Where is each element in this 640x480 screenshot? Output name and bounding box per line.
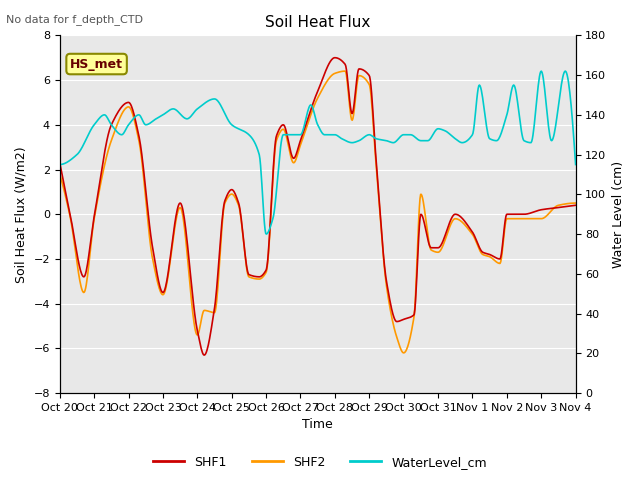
Line: WaterLevel_cm: WaterLevel_cm [60,71,575,234]
SHF2 [356,73,364,79]
WaterLevel_cm [561,68,569,74]
WaterLevel_cm [370,134,378,140]
SHF2 [400,350,408,356]
SHF1 [371,129,378,135]
SHF2 [449,218,456,224]
WaterLevel_cm [500,120,508,125]
Y-axis label: Water Level (cm): Water Level (cm) [612,161,625,268]
SHF1 [200,352,208,358]
SHF2 [56,171,63,177]
WaterLevel_cm [56,162,63,168]
SHF2 [370,125,378,131]
SHF1 [449,214,456,220]
SHF1 [56,160,63,166]
WaterLevel_cm [448,133,456,139]
SHF1 [331,55,339,60]
WaterLevel_cm [88,126,95,132]
Line: SHF2: SHF2 [60,71,575,353]
SHF2 [385,300,393,305]
Text: HS_met: HS_met [70,58,123,71]
SHF1 [386,297,394,302]
WaterLevel_cm [572,162,579,168]
SHF2 [88,237,95,243]
Legend: SHF1, SHF2, WaterLevel_cm: SHF1, SHF2, WaterLevel_cm [148,451,492,474]
SHF1 [572,203,579,208]
Text: No data for f_depth_CTD: No data for f_depth_CTD [6,14,143,25]
SHF1 [88,232,95,238]
SHF2 [501,222,509,228]
SHF1 [356,66,364,72]
Line: SHF1: SHF1 [60,58,575,355]
SHF2 [572,200,579,206]
SHF1 [501,217,509,223]
X-axis label: Time: Time [302,419,333,432]
WaterLevel_cm [385,139,393,144]
Y-axis label: Soil Heat Flux (W/m2): Soil Heat Flux (W/m2) [15,146,28,283]
Title: Soil Heat Flux: Soil Heat Flux [265,15,371,30]
SHF2 [341,68,349,74]
WaterLevel_cm [356,137,364,143]
WaterLevel_cm [262,231,270,237]
